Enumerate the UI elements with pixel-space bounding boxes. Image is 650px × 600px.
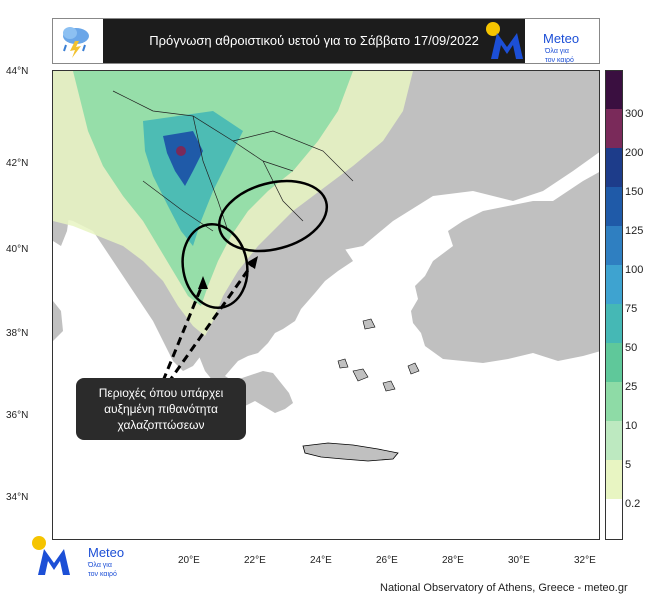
legend-label-100: 100 — [625, 264, 644, 276]
legend-label-5: 5 — [625, 459, 632, 471]
bottom-logo-name: Meteo — [88, 545, 124, 560]
lon-label-30: 30°E — [508, 555, 530, 566]
precip-very-heavy — [163, 131, 203, 186]
legend-swatch-0-2 — [606, 499, 622, 539]
land-islands — [337, 318, 420, 392]
legend-label-300: 300 — [625, 108, 644, 120]
lon-label-22: 22°E — [244, 555, 266, 566]
callout-line-2: αυξημένη πιθανότητα — [104, 402, 218, 416]
meteo-logo: Meteo Όλα για τον καιρό — [486, 22, 579, 64]
precipitation-map — [52, 70, 600, 540]
footer-credit: National Observatory of Athens, Greece -… — [380, 582, 628, 594]
land-crete — [302, 442, 399, 462]
precipitation-legend — [605, 70, 623, 540]
legend-label-75: 75 — [625, 303, 638, 315]
arrow-to-east — [166, 262, 255, 384]
legend-swatch-125 — [606, 226, 622, 265]
legend-swatch-50 — [606, 343, 622, 382]
lon-label-24: 24°E — [310, 555, 332, 566]
precip-peak — [176, 146, 186, 156]
legend-swatch-150 — [606, 187, 622, 226]
legend-label-0-2: 0.2 — [625, 498, 641, 510]
lat-label-38: 38°N — [6, 328, 29, 339]
legend-swatch-100 — [606, 265, 622, 304]
hail-area-east — [217, 179, 329, 253]
lat-label-40: 40°N — [6, 244, 29, 255]
land-turkey — [411, 172, 599, 363]
legend-swatch-top — [606, 71, 622, 109]
bottom-logo-tagline-2: τον καιρό — [88, 570, 117, 578]
legend-label-50: 50 — [625, 342, 638, 354]
lat-label-42: 42°N — [6, 158, 29, 169]
callout-line-1: Περιοχές όπου υπάρχει — [98, 386, 224, 400]
logo-tagline-2: τον καιρό — [545, 56, 574, 64]
map-header: Πρόγνωση αθροιστικού υετού για το Σάββατ… — [52, 18, 600, 64]
lat-label-44: 44°N — [6, 66, 29, 77]
legend-swatch-200 — [606, 148, 622, 187]
legend-label-150: 150 — [625, 186, 644, 198]
legend-swatch-25 — [606, 382, 622, 421]
thunderstorm-icon — [63, 27, 89, 58]
lat-label-36: 36°N — [6, 410, 29, 421]
logo-name: Meteo — [543, 31, 579, 46]
legend-swatch-10 — [606, 421, 622, 460]
logo-tagline-1: Όλα για — [544, 48, 569, 55]
lat-label-34: 34°N — [6, 492, 29, 503]
legend-label-10: 10 — [625, 420, 638, 432]
legend-label-25: 25 — [625, 381, 638, 393]
lon-label-26: 26°E — [376, 555, 398, 566]
legend-swatch-75 — [606, 304, 622, 343]
bottom-logo-tagline-1: Όλα για — [87, 562, 112, 569]
lon-label-28: 28°E — [442, 555, 464, 566]
legend-label-125: 125 — [625, 225, 644, 237]
hail-callout: Περιοχές όπου υπάρχει αυξημένη πιθανότητ… — [76, 378, 246, 440]
lon-label-20: 20°E — [178, 555, 200, 566]
callout-line-3: χαλαζοπτώσεων — [117, 418, 205, 432]
meteo-logo-bottom: Meteo Όλα για τον καιρό — [32, 536, 124, 578]
legend-swatch-5 — [606, 460, 622, 499]
legend-label-200: 200 — [625, 147, 644, 159]
map-title: Πρόγνωση αθροιστικού υετού για το Σάββατ… — [103, 19, 525, 63]
legend-swatch-300 — [606, 109, 622, 148]
country-borders — [112, 90, 354, 232]
arrow-to-west — [161, 282, 205, 382]
lon-label-32: 32°E — [574, 555, 596, 566]
